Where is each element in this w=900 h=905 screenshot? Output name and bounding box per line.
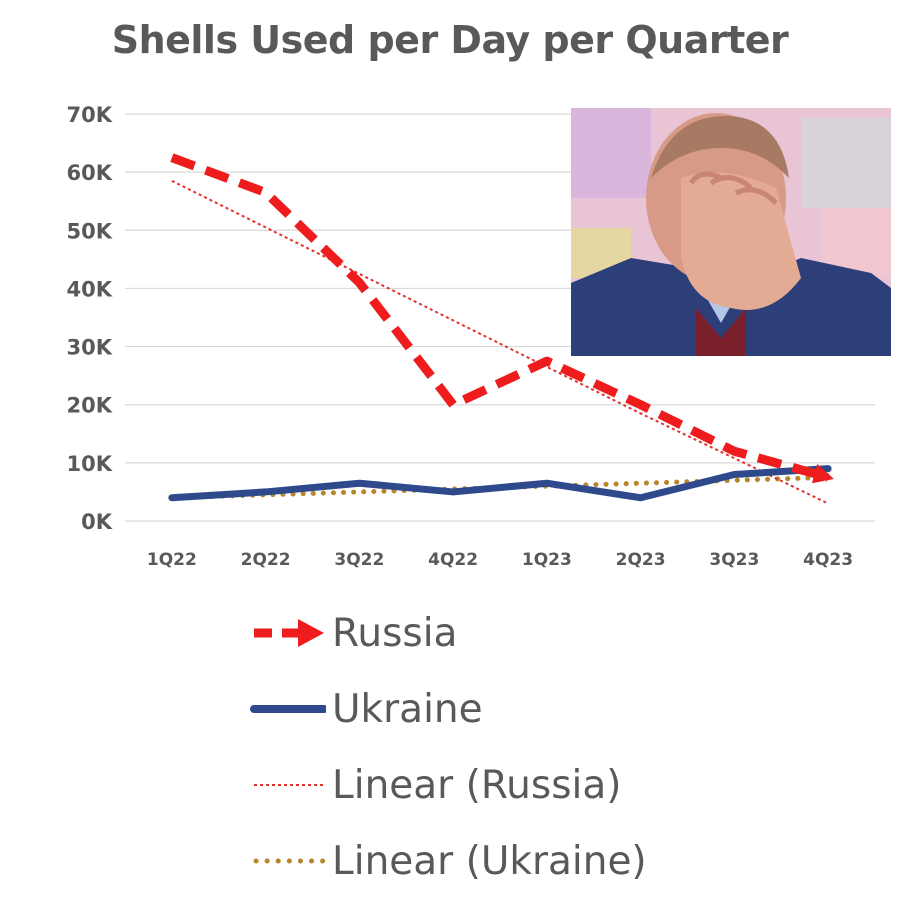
series-line-ukraine — [168, 465, 832, 502]
x-tick-label: 3Q22 — [334, 550, 384, 570]
y-tick-label: 70K — [67, 103, 113, 127]
legend-label-linear-russia: Linear (Russia) — [332, 762, 622, 808]
x-tick-label: 1Q23 — [522, 550, 572, 570]
y-axis-ticks: 0K 10K 20K 30K 40K 50K 60K 70K — [67, 103, 113, 534]
legend-swatch-linear-russia — [254, 784, 324, 786]
russia-arrowhead — [811, 463, 834, 484]
x-tick-label: 1Q22 — [147, 550, 197, 570]
legend-item: Russia — [250, 595, 770, 671]
x-tick-label: 4Q22 — [428, 550, 478, 570]
x-axis-ticks: 1Q22 2Q22 3Q22 4Q22 1Q23 2Q23 3Q23 4Q23 — [147, 550, 853, 570]
x-tick-label: 4Q23 — [803, 550, 853, 570]
trendline-russia — [171, 179, 829, 505]
legend-label-ukraine: Ukraine — [332, 686, 483, 732]
photo-face-palm — [571, 108, 891, 356]
chart-title: Shells Used per Day per Quarter — [111, 18, 789, 62]
x-tick-label: 3Q23 — [709, 550, 759, 570]
x-tick-label: 2Q23 — [616, 550, 666, 570]
legend-item: Ukraine — [250, 671, 770, 747]
y-tick-label: 20K — [67, 394, 113, 418]
legend-label-linear-ukraine: Linear (Ukraine) — [332, 838, 647, 884]
legend-swatch-russia — [254, 619, 324, 647]
x-tick-label: 2Q22 — [241, 550, 291, 570]
y-tick-label: 10K — [67, 452, 113, 476]
legend: Russia Ukraine Linear (Russia) Linear (U… — [250, 595, 770, 899]
legend-item: Linear (Ukraine) — [250, 823, 770, 899]
legend-label-russia: Russia — [332, 610, 458, 656]
legend-swatch-ukraine — [250, 705, 326, 713]
y-tick-label: 30K — [67, 336, 113, 360]
y-tick-label: 50K — [67, 219, 113, 243]
legend-item: Linear (Russia) — [250, 747, 770, 823]
legend-swatch-linear-ukraine — [253, 858, 326, 864]
series-line-russia — [170, 153, 830, 482]
series-lines — [168, 153, 834, 505]
y-tick-label: 40K — [67, 277, 113, 301]
y-tick-label: 60K — [67, 161, 113, 185]
y-tick-label: 0K — [81, 510, 113, 534]
